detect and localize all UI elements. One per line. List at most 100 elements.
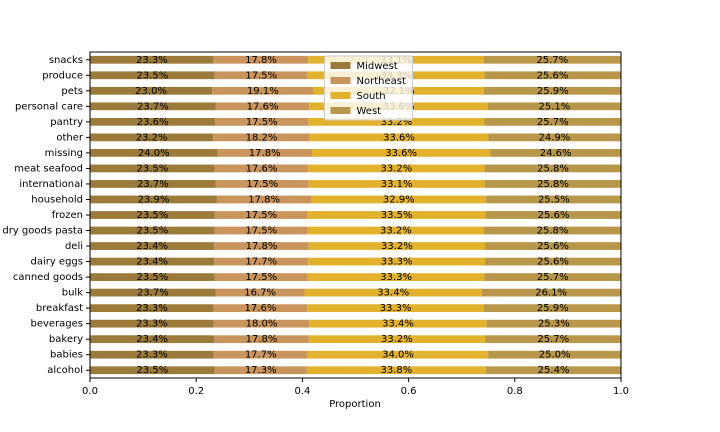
value-label: 17.8% [248,194,280,205]
value-label: 25.4% [538,365,570,376]
bar-segment [485,211,622,219]
bar-segment [484,180,622,188]
bar-segment [214,366,307,375]
legend-label: Northeast [357,76,406,87]
value-label: 25.5% [538,194,570,205]
bar-segment [213,350,308,359]
bar-segment [216,195,312,204]
bar-segment [214,164,309,173]
bar-segment [311,195,487,204]
x-tick-label: 1.0 [613,386,629,397]
value-label: 25.7% [537,272,569,283]
value-label: 17.5% [245,272,277,283]
value-label: 33.2% [381,241,413,252]
bar-segment [215,117,309,126]
bar-segment [484,304,622,313]
bar-segment [488,133,621,142]
bar-segment [307,226,485,235]
value-label: 23.5% [137,163,169,174]
value-label: 17.8% [246,334,278,345]
y-tick-label: personal care [15,101,83,112]
bar-segment [488,350,621,359]
bar-segment [485,335,622,344]
value-label: 23.6% [137,117,169,128]
bar-segment [308,164,485,173]
bar-segment [90,288,216,297]
value-label: 23.4% [136,241,168,252]
bar-segment [486,366,621,375]
bar-segment [90,335,215,344]
value-label: 33.3% [381,257,413,268]
bar-segment [212,86,314,95]
value-label: 33.5% [381,210,413,221]
x-tick-label: 0.6 [401,386,417,397]
bar-segment [90,117,216,126]
bar-segment [307,350,489,359]
bar-segment [214,273,308,281]
bar-segment [215,288,305,297]
y-tick-label: dairy eggs [30,257,83,268]
bar-segment [308,117,485,126]
bar-segment [90,102,216,111]
bar-segment [307,304,485,313]
value-label: 23.2% [136,132,168,143]
bar-segment [90,304,214,313]
bar-segment [214,335,309,344]
bar-segment [485,257,621,266]
bar-segment [486,195,622,204]
y-tick-label: missing [45,148,83,159]
value-label: 25.9% [537,86,569,97]
value-label: 23.7% [137,179,169,190]
bar-segment [486,319,621,328]
bar-segment [90,350,214,359]
legend-box [324,55,413,121]
value-label: 17.5% [245,226,277,237]
value-label: 23.3% [136,319,168,330]
bar-segment [309,319,487,328]
bar-segment [90,133,214,142]
legend-label: South [357,91,386,102]
y-tick-label: frozen [52,210,83,221]
bar-segment [487,102,621,111]
y-tick-label: deli [65,241,83,252]
legend-swatch [330,92,351,99]
value-label: 25.7% [537,117,569,128]
bar-segment [490,149,621,157]
bar-segment [304,288,482,297]
legend: Midwest Northeast South West [324,55,413,121]
x-axis-label: Proportion [329,399,381,410]
bar-segment [308,242,486,250]
bar-segment [90,195,217,204]
bar-segment [214,211,308,219]
axes-frame [89,51,622,379]
bar-segment [90,319,214,328]
bar-segment [484,86,622,95]
value-label: 23.5% [137,210,169,221]
legend-swatch [330,107,351,114]
bar-segment [309,133,489,142]
legend-swatch [330,77,351,84]
value-label: 17.6% [246,163,278,174]
value-label: 25.7% [537,334,569,345]
value-label: 17.6% [245,303,277,314]
bar-segment [485,242,621,250]
value-label: 23.9% [138,194,170,205]
value-label: 16.7% [244,288,276,299]
value-label: 23.7% [137,101,169,112]
value-label: 25.8% [537,179,569,190]
value-label: 33.1% [381,179,413,190]
bar-segment [484,273,621,281]
y-tick-label: babies [50,350,83,361]
value-label: 33.6% [385,148,417,159]
bar-segment [484,71,621,80]
value-label: 17.8% [246,241,278,252]
value-label: 33.4% [382,319,414,330]
bar-segment [308,257,486,266]
bar-segment [90,257,215,266]
value-label: 17.3% [245,365,277,376]
value-label: 23.3% [136,55,168,66]
value-label: 33.2% [380,226,412,237]
bar-segment [308,335,486,344]
bar-segment [215,102,310,111]
bar-segment [215,180,309,188]
